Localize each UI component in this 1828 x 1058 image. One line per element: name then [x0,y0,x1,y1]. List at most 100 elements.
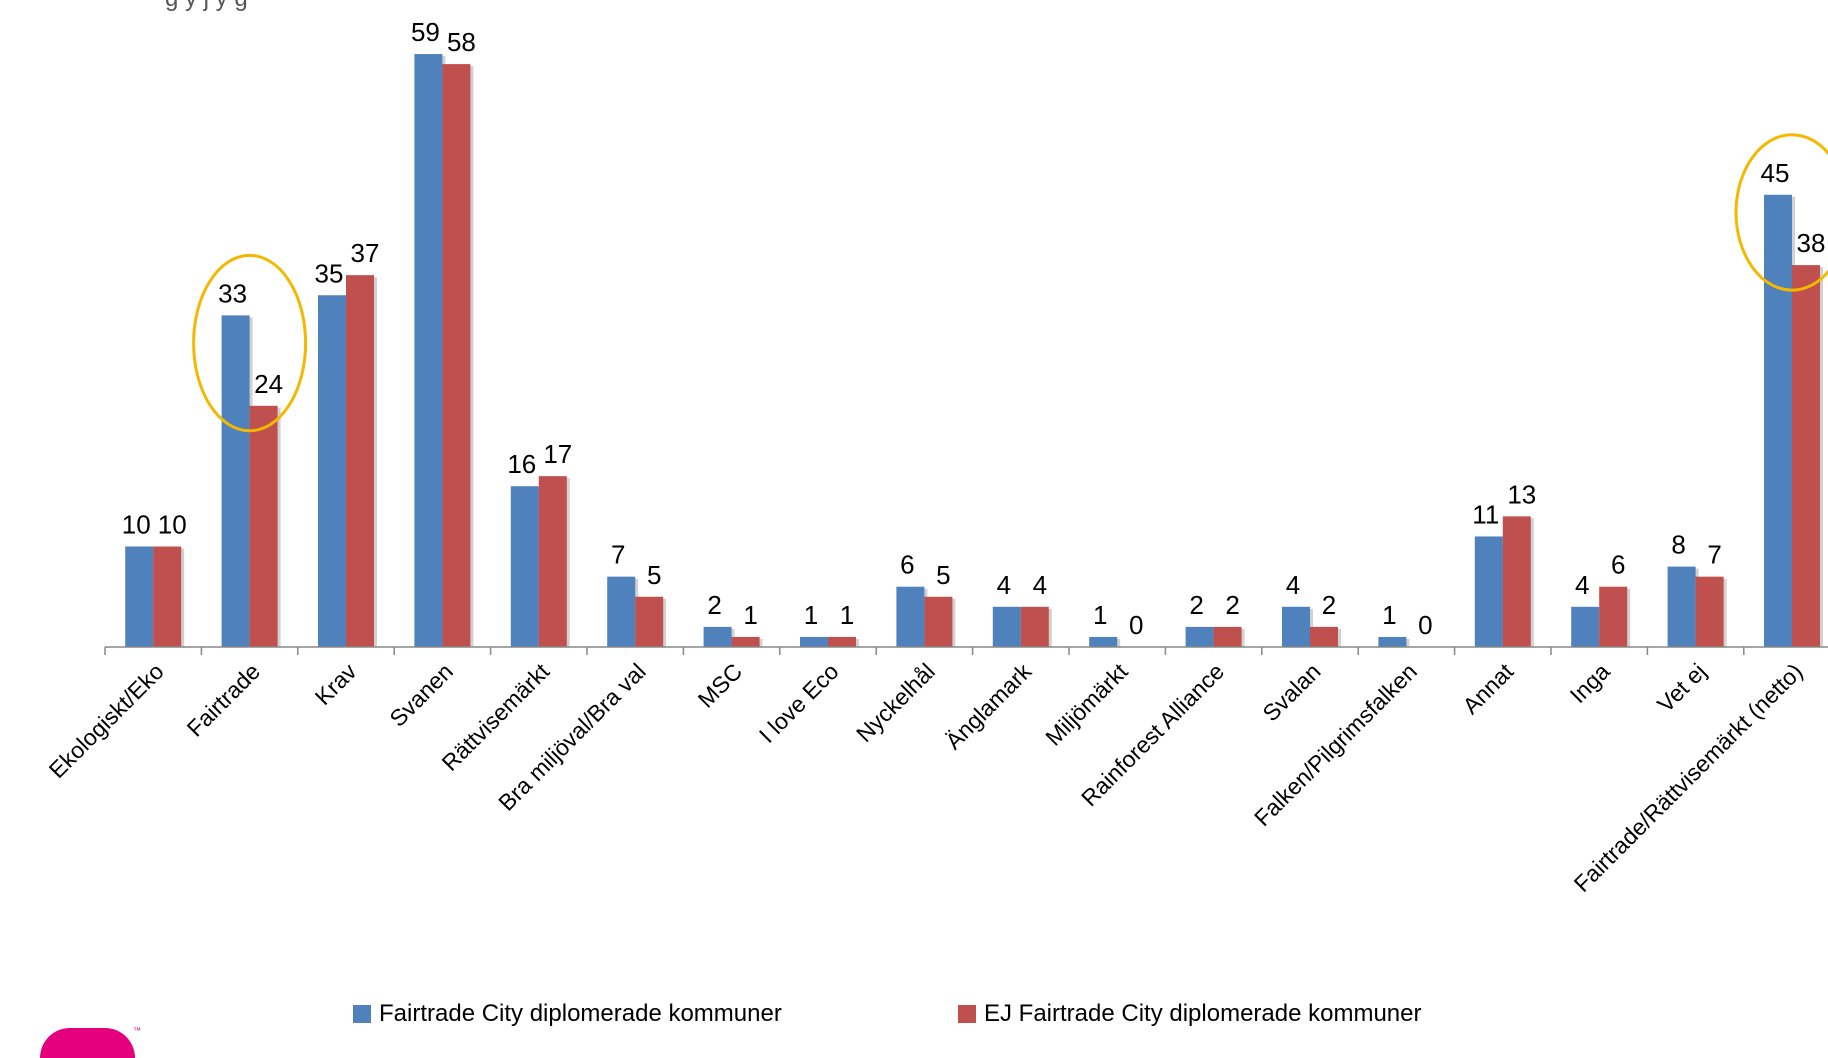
bar-msc-series-2 [731,636,760,647]
data-label-nyckelhål-series-1: 6 [900,550,914,580]
category-label-änglamark: Änglamark [940,658,1036,754]
trademark-symbol: ™ [133,1026,141,1035]
data-label-ekologiskt-eko-series-2: 10 [158,510,187,540]
bar-miljömärkt-series-1 [1089,636,1118,647]
data-label-krav-series-1: 35 [315,258,344,288]
bar-svanen-series-2 [442,64,471,648]
data-label-msc-series-1: 2 [707,590,721,620]
data-label-miljömärkt-series-1: 1 [1093,600,1107,630]
data-label-fairtrade-rättvisemärkt-netto-series-2: 38 [1797,228,1826,258]
category-label-annat: Annat [1457,658,1518,719]
bar-rättvisemärkt-series-1 [510,486,539,647]
legend-label-series-2: EJ Fairtrade City diplomerade kommuner [984,1000,1422,1027]
bar-bra-miljöval-bra-val-series-1 [607,576,636,647]
data-label-fairtrade-series-2: 24 [254,369,283,399]
data-label-annat-series-1: 11 [1472,499,1499,529]
category-label-inga: Inga [1565,658,1615,708]
category-label-msc: MSC [693,658,748,713]
bar-svalan-series-1 [1282,606,1310,647]
bar-änglamark-series-2 [1020,606,1049,647]
category-label-krav: Krav [310,658,362,710]
data-label-svalan-series-2: 2 [1322,590,1336,620]
bar-bra-miljöval-bra-val-series-2 [635,596,664,647]
data-label-annat-series-2: 13 [1507,479,1536,509]
bar-krav-series-1 [318,295,346,647]
bar-krav-series-2 [346,275,374,647]
legend-label-series-1: Fairtrade City diplomerade kommuner [379,1000,782,1027]
data-label-i-love-eco-series-1: 1 [804,600,818,630]
highlight-ellipse-fairtrade [192,253,308,433]
category-label-falken-pilgrimsfalken: Falken/Pilgrimsfalken [1249,658,1422,831]
data-label-svanen-series-2: 58 [447,27,476,57]
category-label-vet-ej: Vet ej [1652,658,1711,717]
legend-swatch-series-2 [958,1005,976,1023]
bar-ekologiskt-eko-series-1 [125,546,154,647]
legend-item-series-2: EJ Fairtrade City diplomerade kommuner [958,1000,1422,1028]
bar-inga-series-1 [1571,606,1600,647]
bar-annat-series-2 [1502,516,1531,647]
bar-rättvisemärkt-series-2 [538,476,567,647]
data-label-inga-series-1: 4 [1575,570,1589,600]
x-axis-ticks [104,647,1745,655]
data-label-i-love-eco-series-2: 1 [840,600,854,630]
bar-ekologiskt-eko-series-2 [153,546,182,647]
bar-msc-series-1 [703,626,732,647]
data-label-msc-series-2: 1 [743,600,757,630]
bar-rainforest-alliance-series-1 [1185,626,1214,647]
data-label-rainforest-alliance-series-1: 2 [1189,590,1203,620]
data-label-falken-pilgrimsfalken-series-2: 0 [1418,610,1432,640]
data-label-vet-ej-series-1: 8 [1671,530,1685,560]
data-label-vet-ej-series-2: 7 [1707,540,1721,570]
data-label-krav-series-2: 37 [351,238,380,268]
bar-fairtrade-series-1 [221,315,250,647]
legend-swatch-series-1 [353,1005,371,1023]
category-label-fairtrade: Fairtrade [182,658,265,741]
category-label-ekologiskt-eko: Ekologiskt/Eko [44,658,169,783]
bar-inga-series-2 [1599,586,1628,647]
data-label-rättvisemärkt-series-1: 16 [507,449,536,479]
data-label-miljömärkt-series-2: 0 [1129,610,1143,640]
category-label-miljömärkt: Miljömärkt [1040,658,1133,751]
bar-fairtrade-rättvisemärkt-netto-series-2 [1792,265,1820,647]
data-label-fairtrade-rättvisemärkt-netto-series-1: 45 [1761,158,1790,188]
data-label-svalan-series-1: 4 [1286,570,1300,600]
category-label-svanen: Svanen [384,658,458,732]
data-label-änglamark-series-1: 4 [997,570,1011,600]
data-label-inga-series-2: 6 [1611,550,1625,580]
data-label-nyckelhål-series-2: 5 [936,560,950,590]
data-label-falken-pilgrimsfalken-series-1: 1 [1382,600,1396,630]
data-label-bra-miljöval-bra-val-series-2: 5 [647,560,661,590]
bar-i-love-eco-series-2 [828,636,856,647]
bar-rainforest-alliance-series-2 [1213,626,1242,647]
bar-nyckelhål-series-2 [924,596,953,647]
brand-logo [40,1028,135,1058]
bar-fairtrade-series-2 [249,405,278,647]
bar-annat-series-1 [1474,536,1503,647]
bar-svalan-series-2 [1310,626,1338,647]
category-label-svalan: Svalan [1257,658,1325,726]
bars-layer [125,54,1823,648]
bar-änglamark-series-1 [992,606,1021,647]
category-label-nyckelhål: Nyckelhål [851,658,940,747]
bar-falken-pilgrimsfalken-series-1 [1378,636,1407,647]
bar-nyckelhål-series-1 [896,586,925,647]
bar-vet-ej-series-1 [1667,566,1696,647]
data-label-fairtrade-series-1: 33 [218,278,247,308]
data-label-änglamark-series-2: 4 [1033,570,1047,600]
data-label-ekologiskt-eko-series-1: 10 [122,510,151,540]
bar-vet-ej-series-2 [1695,576,1724,647]
bar-fairtrade-rättvisemärkt-netto-series-1 [1764,194,1792,647]
data-label-svanen-series-1: 59 [411,17,440,47]
x-axis-tick-labels: Ekologiskt/Eko Fairtrade Krav SvanenRättvis… [44,658,1808,897]
bar-i-love-eco-series-1 [800,636,828,647]
data-label-rättvisemärkt-series-2: 17 [543,439,572,469]
legend: Fairtrade City diplomerade kommuner EJ F… [0,1000,1828,1040]
data-label-bra-miljöval-bra-val-series-1: 7 [611,540,625,570]
category-label-i-love-eco: I love Eco [754,658,844,748]
top-text-fragment: g y j y g [165,0,248,12]
highlight-ellipses [192,133,1828,433]
bar-svanen-series-1 [414,54,443,648]
data-label-rainforest-alliance-series-2: 2 [1225,590,1239,620]
